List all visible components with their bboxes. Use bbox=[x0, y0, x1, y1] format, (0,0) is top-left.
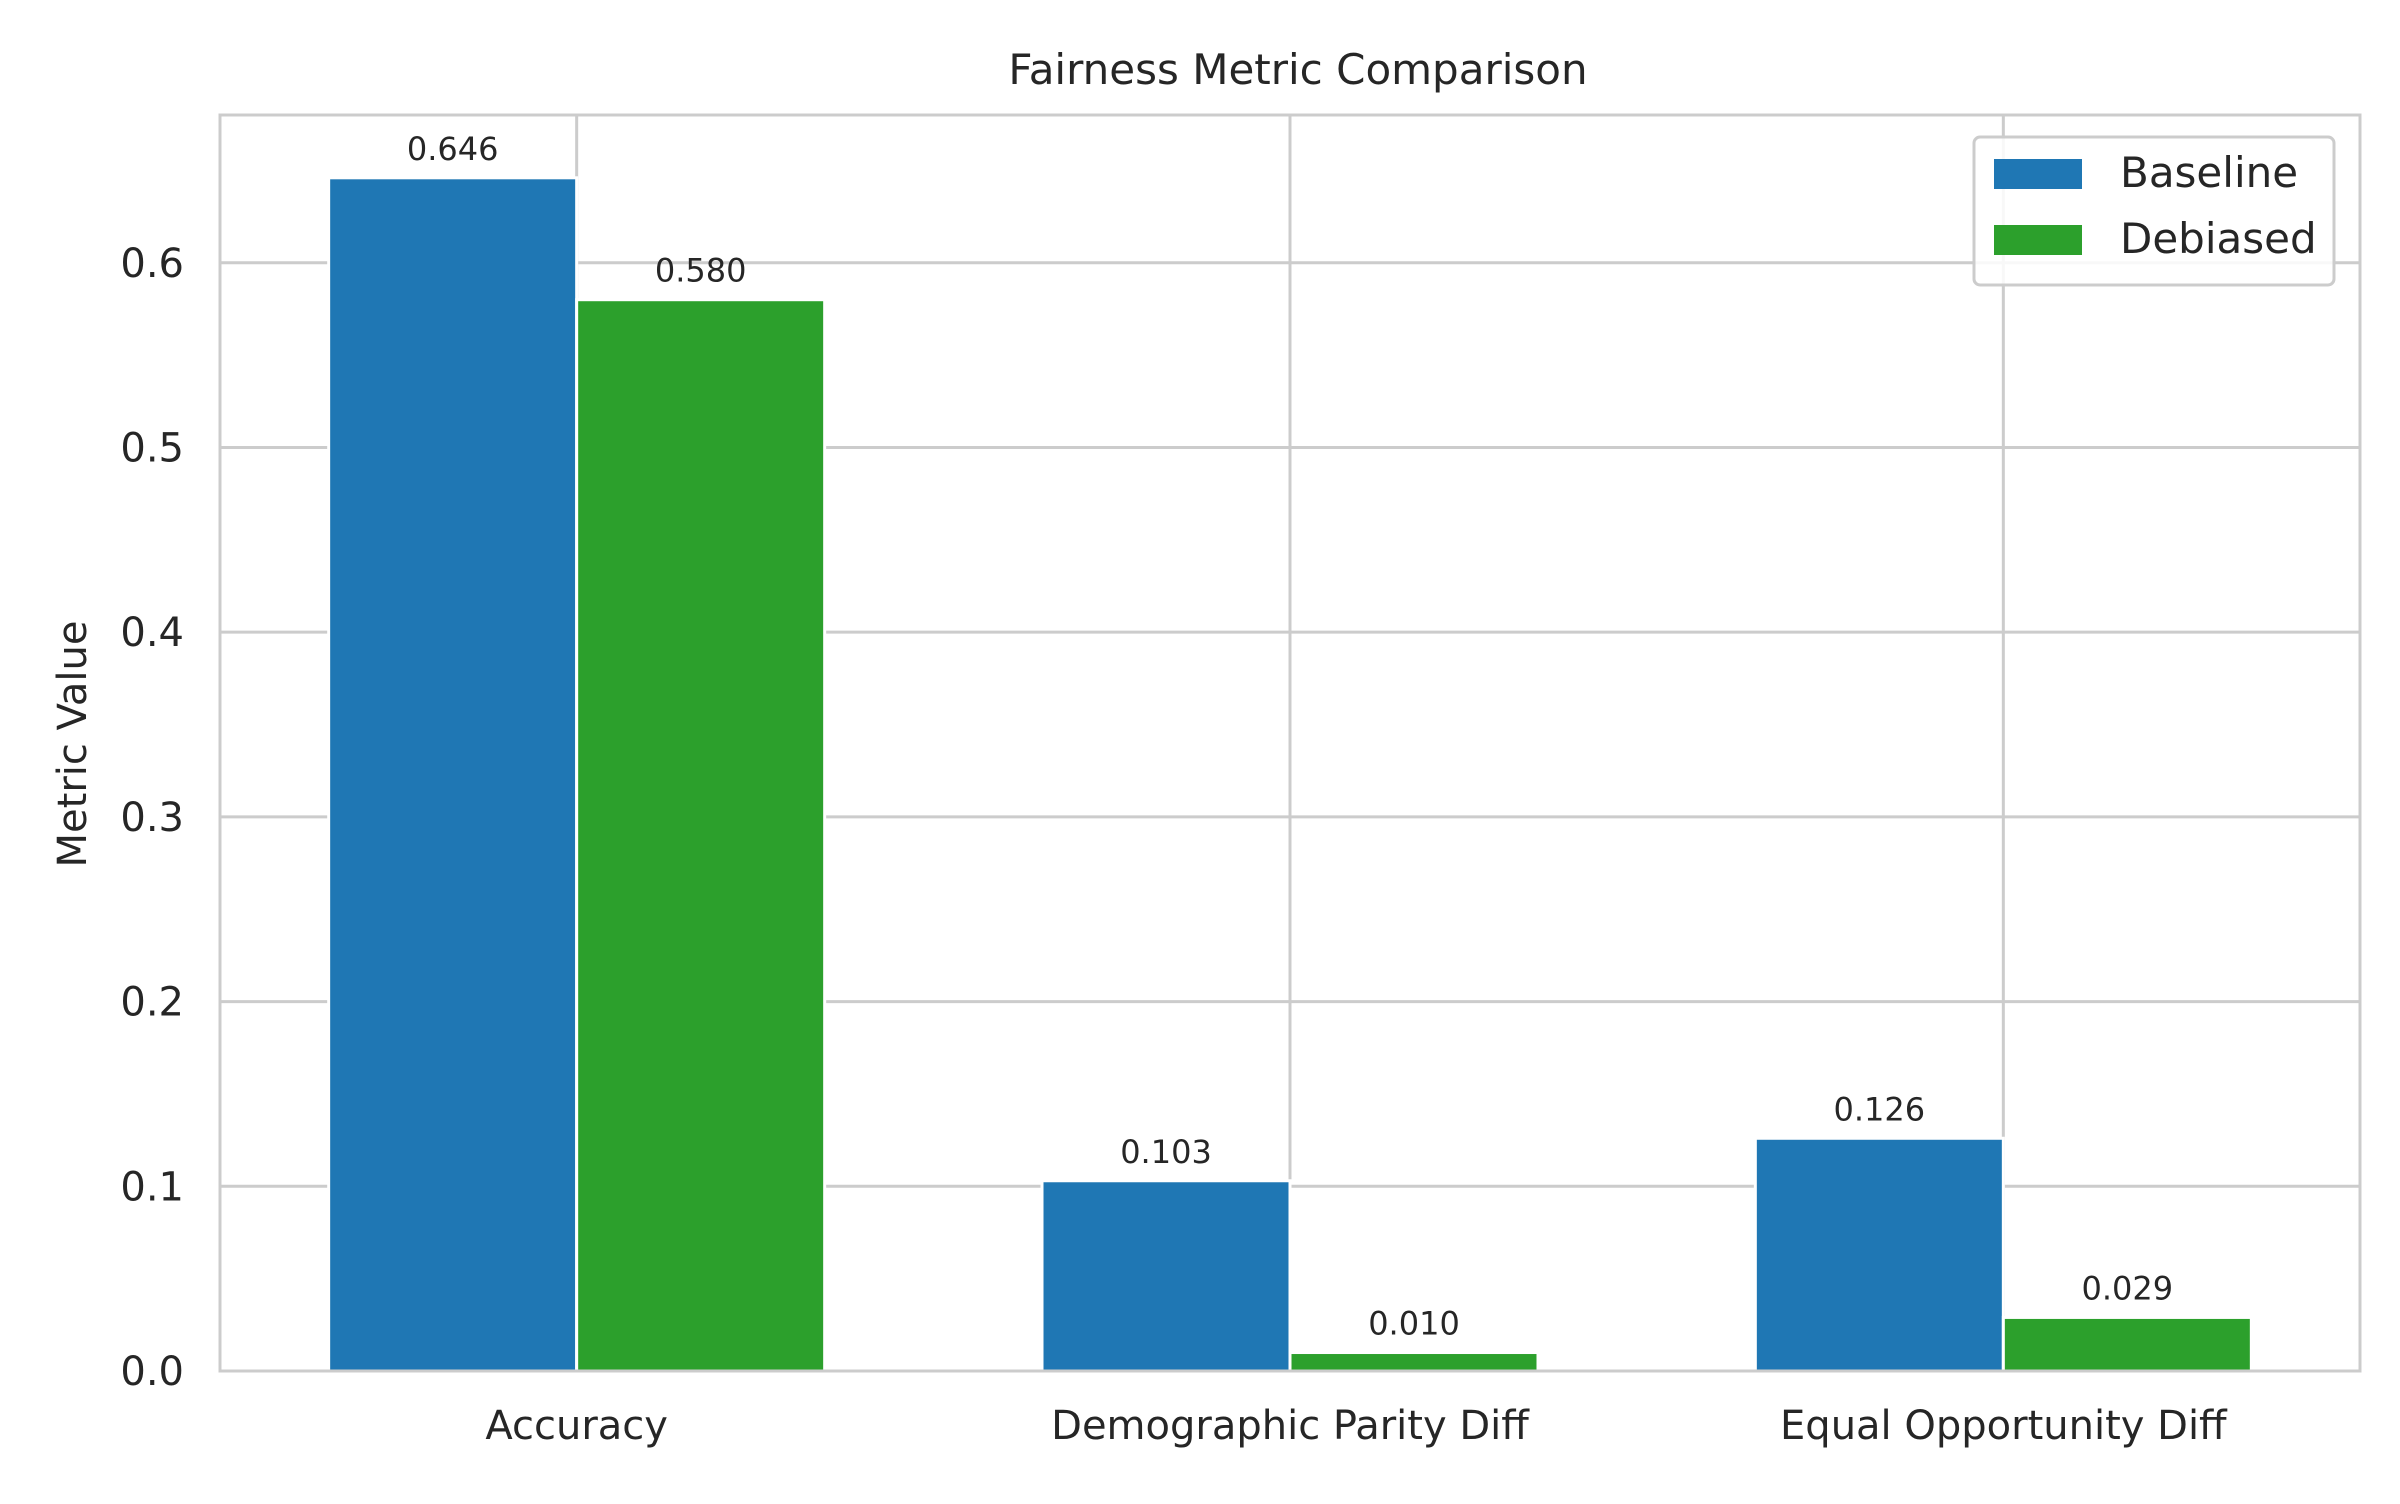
y-tick-label: 0.2 bbox=[120, 980, 184, 1026]
bar-value-label: 0.010 bbox=[1368, 1305, 1460, 1343]
bar-value-label: 0.029 bbox=[2082, 1269, 2174, 1307]
legend: Baseline Debiased bbox=[1972, 135, 2336, 287]
y-tick-label: 0.1 bbox=[120, 1164, 184, 1210]
bars bbox=[327, 176, 2253, 1373]
bar-debiased-1 bbox=[575, 298, 827, 1373]
y-axis-label: Metric Value bbox=[50, 621, 96, 868]
legend-swatch-debiased bbox=[1994, 225, 2082, 255]
bar-debiased-3 bbox=[2001, 1315, 2253, 1373]
legend-label-debiased: Debiased bbox=[2120, 214, 2317, 263]
plot-frame bbox=[218, 113, 2362, 1373]
x-tick-label: Accuracy bbox=[485, 1403, 668, 1449]
x-tick-label: Equal Opportunity Diff bbox=[1780, 1403, 2228, 1449]
bar-value-labels: 0.646 0.103 0.126 0.580 0.010 0.029 bbox=[407, 130, 2173, 1343]
y-tick-label: 0.5 bbox=[120, 425, 184, 471]
bar-value-label: 0.580 bbox=[655, 252, 747, 290]
legend-label-baseline: Baseline bbox=[2120, 148, 2298, 197]
legend-swatch-baseline bbox=[1994, 159, 2082, 189]
y-tick-label: 0.0 bbox=[120, 1349, 184, 1395]
bar-baseline-1 bbox=[327, 176, 579, 1373]
bar-value-label: 0.646 bbox=[407, 130, 499, 168]
x-tick-labels: Accuracy Demographic Parity Diff Equal Opp… bbox=[485, 1403, 2228, 1449]
x-tick-label: Demographic Parity Diff bbox=[1051, 1403, 1530, 1449]
bar-debiased-2 bbox=[1288, 1351, 1540, 1373]
bar-value-label: 0.103 bbox=[1120, 1133, 1212, 1171]
bar-value-label: 0.126 bbox=[1834, 1090, 1926, 1128]
chart-title: Fairness Metric Comparison bbox=[1008, 45, 1587, 94]
y-tick-label: 0.3 bbox=[120, 795, 184, 841]
y-tick-labels: 0.0 0.1 0.2 0.3 0.4 0.5 0.6 bbox=[120, 241, 184, 1395]
y-tick-label: 0.4 bbox=[120, 610, 184, 656]
bar-baseline-2 bbox=[1040, 1179, 1292, 1373]
bar-baseline-3 bbox=[1753, 1136, 2005, 1373]
y-tick-label: 0.6 bbox=[120, 241, 184, 287]
